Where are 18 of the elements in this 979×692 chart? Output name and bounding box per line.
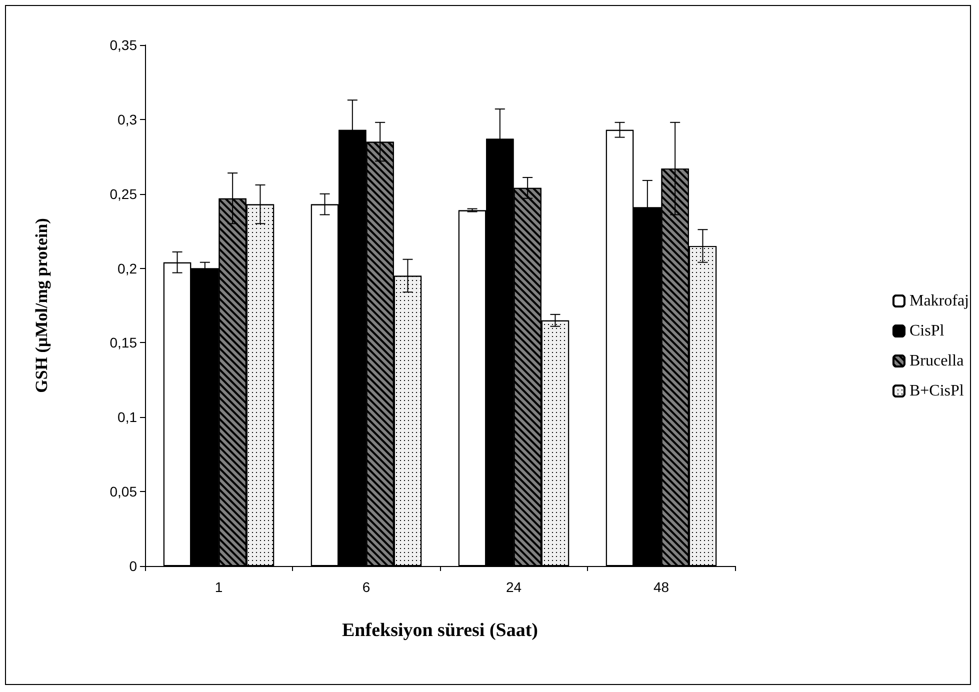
y-tick-label: 0,35 xyxy=(110,37,138,53)
x-axis-title: Enfeksiyon süresi (Saat) xyxy=(342,620,538,641)
y-tick-label: 0,3 xyxy=(118,111,138,128)
x-tick-label: 24 xyxy=(506,579,522,595)
x-tick-label: 1 xyxy=(214,579,223,595)
legend-label: Makrofaj xyxy=(909,292,969,310)
y-tick-label: 0,05 xyxy=(110,484,138,500)
y-tick-label: 0,25 xyxy=(110,186,138,202)
y-tick-label: 0 xyxy=(129,558,138,574)
x-tick-label: 6 xyxy=(362,579,370,595)
legend-label: B+CisPl xyxy=(909,382,964,400)
y-axis-title: GSH (µMol/mg protein) xyxy=(32,218,51,393)
y-tick-label: 0,2 xyxy=(118,260,138,276)
x-tick-label: 48 xyxy=(653,579,670,595)
y-tick-label: 0,1 xyxy=(118,409,138,426)
legend-label: CisPl xyxy=(909,322,945,340)
y-tick-label: 0,15 xyxy=(110,334,138,351)
legend-label: Brucella xyxy=(909,352,964,370)
